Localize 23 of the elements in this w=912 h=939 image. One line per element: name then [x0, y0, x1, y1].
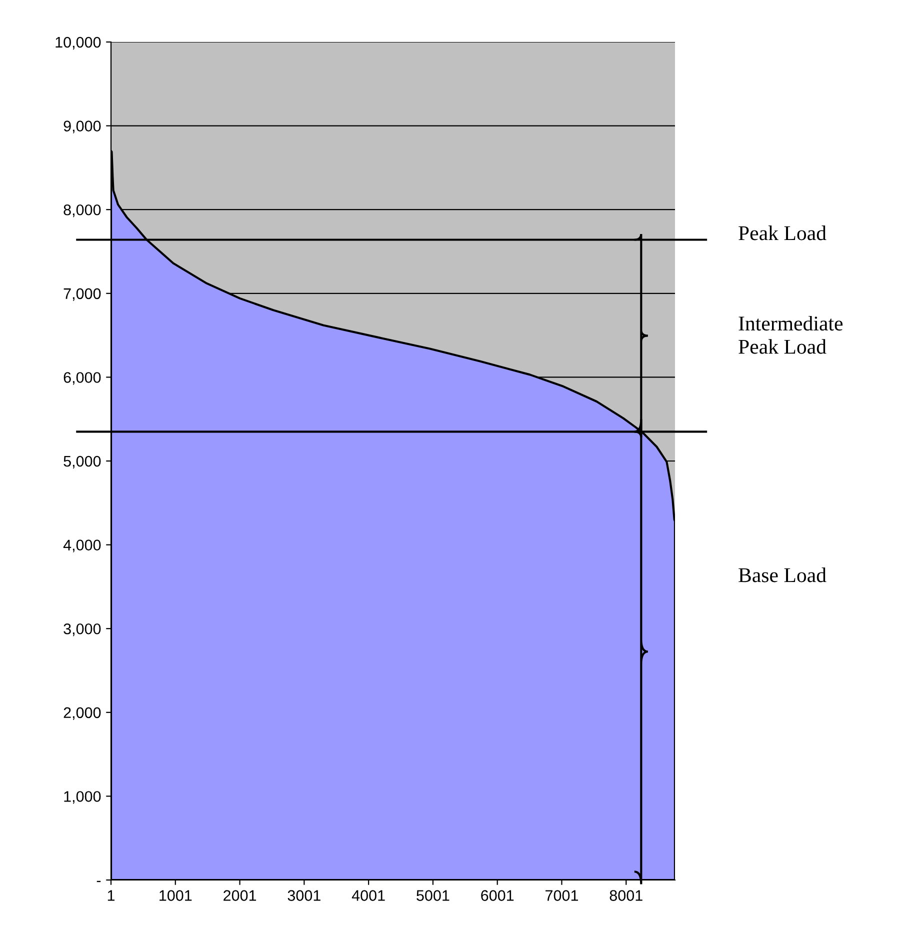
y-tick-label: 4,000	[63, 540, 101, 552]
y-tick-label: 9,000	[64, 120, 101, 134]
x-tick-label: 3001	[288, 890, 320, 901]
x-tick-label: 1	[108, 890, 115, 901]
y-tick-label: 2,000	[64, 707, 101, 720]
text: Peak Load	[738, 226, 826, 240]
x-tick-label: 7001	[546, 890, 578, 901]
y-tick-label: 1,000	[64, 791, 101, 804]
text: Base Load	[738, 568, 826, 582]
y-tick-label: 3,000	[64, 623, 101, 636]
text: Intermediate Peak Load	[738, 316, 843, 354]
y-tick-label: 8,000	[64, 204, 101, 218]
y-tick-label: 5,000	[64, 456, 101, 468]
y-tick-label: 7,000	[64, 288, 101, 301]
x-tick-label: 8001	[610, 890, 642, 901]
x-tick-label: 4001	[352, 890, 385, 901]
y-tick-label: -	[96, 880, 101, 882]
x-tick-label: 2001	[224, 890, 256, 901]
x-tick-label: 5001	[416, 890, 450, 901]
y-tick-label: 6,000	[64, 372, 101, 385]
x-tick-label: 6001	[481, 890, 514, 901]
x-tick-label: 1001	[160, 890, 192, 901]
y-tick-label: 10,000	[56, 36, 101, 50]
